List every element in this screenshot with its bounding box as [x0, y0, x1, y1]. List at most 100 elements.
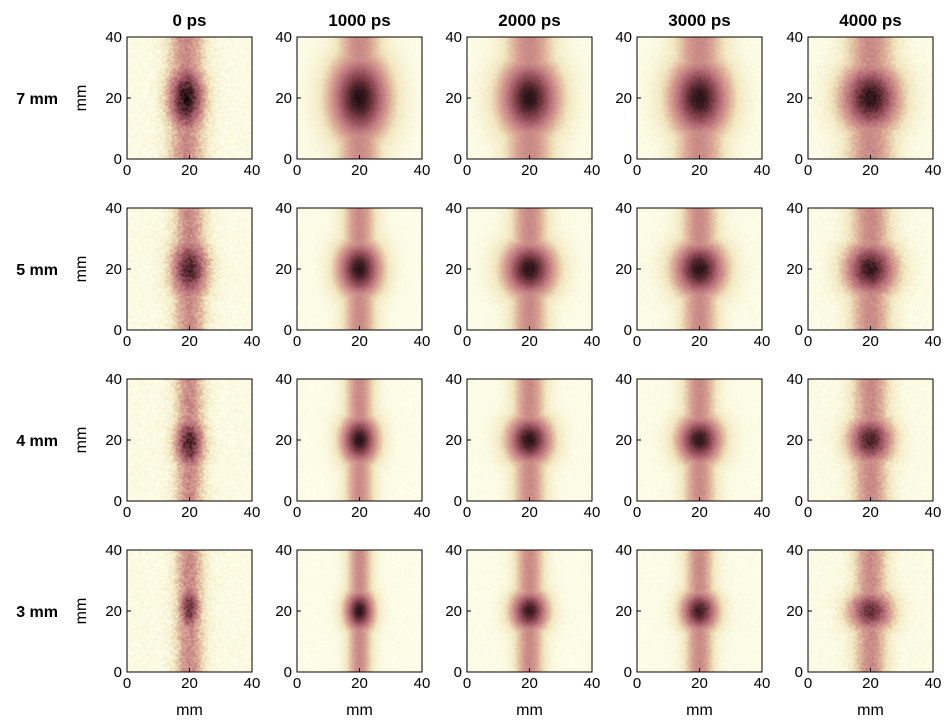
x-tick-label: 20: [351, 675, 368, 692]
heatmap-panel-3mm-1000ps: [297, 550, 422, 672]
x-tick-label: 0: [293, 675, 301, 692]
y-tick-label: 40: [786, 371, 803, 388]
heatmap-panel-5mm-2000ps: [467, 208, 592, 330]
x-tick-label: 40: [925, 675, 942, 692]
x-tick-label: 20: [521, 333, 538, 350]
x-tick-label: 0: [633, 162, 641, 179]
y-tick-label: 40: [105, 371, 122, 388]
y-axis-label: mm: [73, 427, 90, 454]
y-tick-label: 20: [615, 603, 632, 620]
y-tick-label: 20: [615, 90, 632, 107]
y-tick-label: 0: [795, 322, 803, 339]
y-tick-label: 20: [445, 261, 462, 278]
x-tick-label: 40: [584, 162, 601, 179]
y-tick-label: 40: [615, 542, 632, 559]
x-tick-label: 20: [862, 504, 879, 521]
heatmap-panel-3mm-0ps: [127, 550, 252, 672]
y-tick-label: 20: [615, 432, 632, 449]
y-tick-label: 20: [275, 432, 292, 449]
y-tick-label: 0: [284, 493, 292, 510]
x-tick-label: 20: [181, 162, 198, 179]
x-tick-label: 0: [293, 333, 301, 350]
x-axis-label: mm: [686, 702, 713, 719]
row-label: 3 mm: [16, 604, 58, 621]
x-tick-label: 40: [414, 162, 431, 179]
y-tick-label: 40: [445, 542, 462, 559]
y-tick-label: 0: [284, 664, 292, 681]
column-title: 2000 ps: [498, 11, 560, 30]
x-tick-label: 0: [463, 675, 471, 692]
x-tick-label: 0: [293, 504, 301, 521]
heatmap-panel-4mm-0ps: [127, 379, 252, 501]
y-tick-label: 0: [624, 322, 632, 339]
y-tick-label: 40: [445, 200, 462, 217]
x-tick-label: 0: [123, 504, 131, 521]
y-tick-label: 40: [275, 371, 292, 388]
heatmap-panel-7mm-0ps: [127, 37, 252, 159]
x-tick-label: 20: [691, 504, 708, 521]
x-tick-label: 20: [521, 675, 538, 692]
x-tick-label: 40: [244, 162, 261, 179]
y-tick-label: 20: [275, 603, 292, 620]
y-tick-label: 40: [786, 542, 803, 559]
column-title: 0 ps: [172, 11, 206, 30]
x-tick-label: 40: [244, 504, 261, 521]
y-tick-label: 0: [795, 151, 803, 168]
y-tick-label: 40: [105, 29, 122, 46]
y-tick-label: 20: [615, 261, 632, 278]
y-tick-label: 0: [114, 151, 122, 168]
column-title: 3000 ps: [668, 11, 730, 30]
x-tick-label: 0: [633, 675, 641, 692]
x-axis-label: mm: [857, 702, 884, 719]
y-tick-label: 20: [786, 603, 803, 620]
x-tick-label: 20: [351, 504, 368, 521]
y-tick-label: 20: [105, 90, 122, 107]
x-tick-label: 0: [804, 675, 812, 692]
y-tick-label: 20: [445, 432, 462, 449]
x-tick-label: 40: [414, 675, 431, 692]
y-tick-label: 40: [786, 29, 803, 46]
y-tick-label: 40: [275, 29, 292, 46]
y-axis-label: mm: [73, 256, 90, 283]
heatmap-panel-3mm-3000ps: [637, 550, 762, 672]
y-tick-label: 20: [786, 261, 803, 278]
x-tick-label: 20: [862, 333, 879, 350]
heatmap-panel-7mm-4000ps: [808, 37, 933, 159]
x-tick-label: 20: [862, 675, 879, 692]
y-tick-label: 40: [275, 200, 292, 217]
x-tick-label: 40: [584, 333, 601, 350]
y-tick-label: 20: [786, 432, 803, 449]
x-tick-label: 0: [804, 504, 812, 521]
x-tick-label: 40: [414, 504, 431, 521]
heatmap-panel-5mm-1000ps: [297, 208, 422, 330]
y-tick-label: 0: [795, 493, 803, 510]
x-tick-label: 40: [754, 504, 771, 521]
x-tick-label: 40: [925, 333, 942, 350]
x-tick-label: 20: [351, 162, 368, 179]
x-tick-label: 20: [351, 333, 368, 350]
y-tick-label: 20: [105, 261, 122, 278]
heatmap-panel-7mm-3000ps: [637, 37, 762, 159]
y-axis-label: mm: [73, 85, 90, 112]
y-tick-label: 0: [114, 322, 122, 339]
y-tick-label: 40: [786, 200, 803, 217]
x-tick-label: 20: [691, 333, 708, 350]
x-tick-label: 40: [925, 162, 942, 179]
heatmap-panel-5mm-3000ps: [637, 208, 762, 330]
column-title: 4000 ps: [839, 11, 901, 30]
x-tick-label: 40: [925, 504, 942, 521]
x-tick-label: 40: [754, 675, 771, 692]
y-tick-label: 0: [624, 664, 632, 681]
x-tick-label: 40: [414, 333, 431, 350]
y-tick-label: 40: [105, 542, 122, 559]
y-tick-label: 0: [454, 151, 462, 168]
heatmap-panel-3mm-4000ps: [808, 550, 933, 672]
y-tick-label: 20: [275, 261, 292, 278]
y-tick-label: 0: [454, 493, 462, 510]
y-tick-label: 20: [105, 603, 122, 620]
y-tick-label: 20: [105, 432, 122, 449]
y-tick-label: 0: [624, 493, 632, 510]
y-tick-label: 0: [624, 151, 632, 168]
heatmap-panel-4mm-3000ps: [637, 379, 762, 501]
